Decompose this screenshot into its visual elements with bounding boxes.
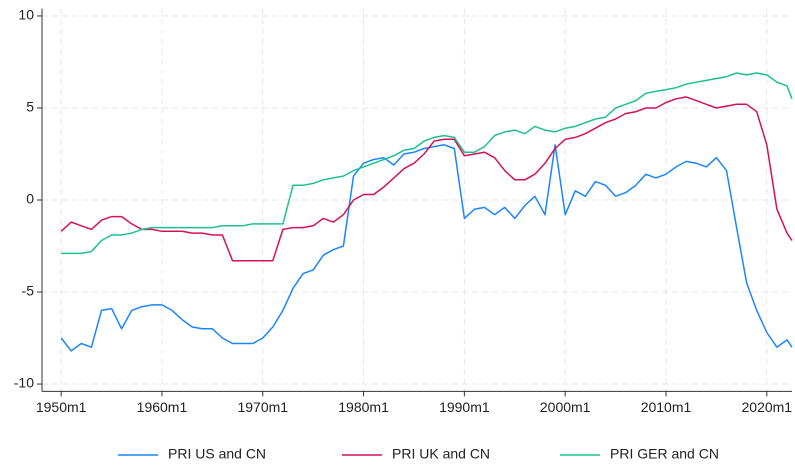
legend-label: PRI US and CN	[168, 446, 266, 462]
x-tick-label: 2020m1	[742, 399, 793, 415]
x-tick-label: 2010m1	[641, 399, 692, 415]
y-tick-label: 0	[26, 191, 34, 207]
x-tick-label: 1990m1	[439, 399, 490, 415]
y-tick-label: 5	[26, 99, 34, 115]
y-tick-label: -10	[14, 375, 34, 391]
x-tick-label: 2000m1	[540, 399, 591, 415]
series-line	[60, 96, 793, 262]
x-tick-label: 1970m1	[237, 399, 288, 415]
y-tick-label: 10	[18, 7, 34, 23]
legend-label: PRI GER and CN	[610, 446, 719, 462]
series-line	[61, 72, 793, 255]
x-tick-label: 1960m1	[137, 399, 188, 415]
x-tick-label: 1980m1	[338, 399, 389, 415]
legend-label: PRI UK and CN	[392, 446, 490, 462]
y-tick-label: -5	[22, 283, 35, 299]
series-line	[60, 144, 793, 352]
x-tick-label: 1950m1	[36, 399, 87, 415]
